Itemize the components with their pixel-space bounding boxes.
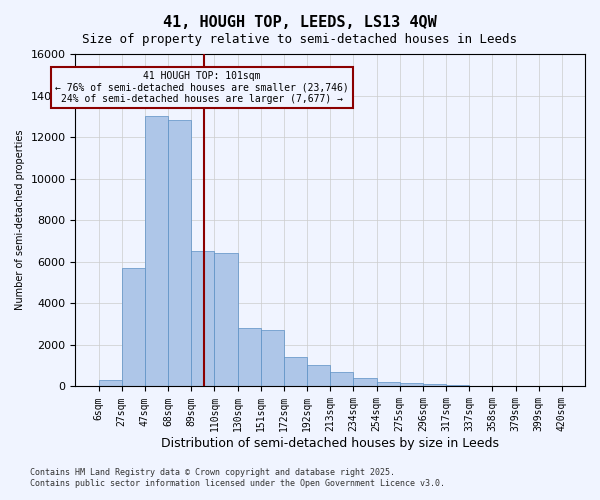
Bar <box>400 384 423 386</box>
Bar <box>214 254 238 386</box>
Text: 41 HOUGH TOP: 101sqm
← 76% of semi-detached houses are smaller (23,746)
24% of s: 41 HOUGH TOP: 101sqm ← 76% of semi-detac… <box>55 70 349 104</box>
Bar <box>238 328 261 386</box>
Text: Size of property relative to semi-detached houses in Leeds: Size of property relative to semi-detach… <box>83 32 517 46</box>
X-axis label: Distribution of semi-detached houses by size in Leeds: Distribution of semi-detached houses by … <box>161 437 499 450</box>
Y-axis label: Number of semi-detached properties: Number of semi-detached properties <box>15 130 25 310</box>
Bar <box>122 268 145 386</box>
Bar <box>423 384 446 386</box>
Bar <box>261 330 284 386</box>
Bar <box>168 120 191 386</box>
Bar <box>191 252 214 386</box>
Bar <box>377 382 400 386</box>
Text: Contains HM Land Registry data © Crown copyright and database right 2025.
Contai: Contains HM Land Registry data © Crown c… <box>30 468 445 487</box>
Bar <box>330 372 353 386</box>
Bar <box>284 358 307 386</box>
Bar <box>145 116 168 386</box>
Bar <box>98 380 122 386</box>
Text: 41, HOUGH TOP, LEEDS, LS13 4QW: 41, HOUGH TOP, LEEDS, LS13 4QW <box>163 15 437 30</box>
Bar <box>307 364 330 386</box>
Bar <box>353 378 377 386</box>
